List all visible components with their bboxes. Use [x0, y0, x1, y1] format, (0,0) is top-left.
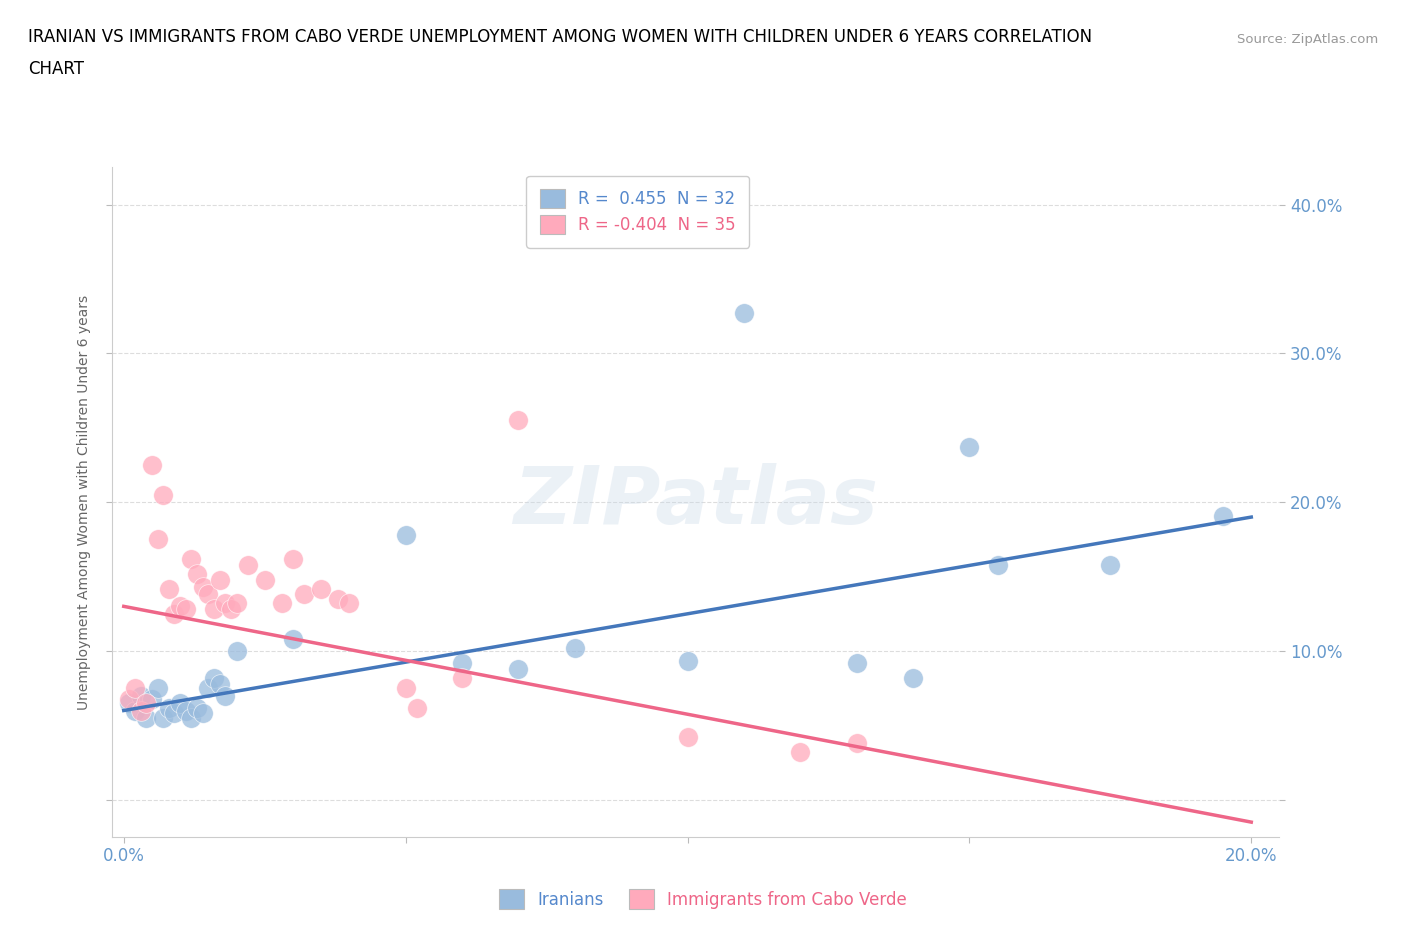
Point: [406, 700, 429, 715]
Point: [197, 587, 219, 602]
Point: [202, 602, 225, 617]
Point: [326, 591, 349, 606]
Point: [152, 487, 174, 502]
Text: ZIPatlas: ZIPatlas: [513, 463, 879, 541]
Point: [789, 745, 811, 760]
Point: [180, 711, 202, 725]
Point: [395, 527, 418, 542]
Point: [186, 566, 208, 581]
Point: [157, 700, 180, 715]
Point: [253, 572, 276, 587]
Point: [169, 696, 191, 711]
Point: [124, 703, 146, 718]
Point: [733, 306, 755, 321]
Point: [191, 706, 214, 721]
Point: [1212, 508, 1234, 523]
Point: [163, 606, 186, 621]
Point: [337, 596, 360, 611]
Point: [169, 599, 191, 614]
Point: [225, 644, 247, 658]
Point: [292, 587, 315, 602]
Point: [219, 602, 242, 617]
Point: [180, 551, 202, 566]
Point: [174, 602, 197, 617]
Point: [564, 641, 586, 656]
Point: [124, 681, 146, 696]
Point: [676, 654, 699, 669]
Point: [191, 579, 214, 594]
Point: [508, 661, 530, 676]
Point: [208, 572, 231, 587]
Point: [118, 691, 141, 706]
Point: [225, 596, 247, 611]
Point: [146, 681, 169, 696]
Point: [214, 688, 236, 703]
Point: [236, 557, 259, 572]
Point: [135, 711, 157, 725]
Point: [508, 413, 530, 428]
Point: [676, 730, 699, 745]
Text: CHART: CHART: [28, 60, 84, 78]
Point: [957, 440, 980, 455]
Point: [129, 688, 152, 703]
Point: [845, 736, 868, 751]
Point: [1099, 557, 1122, 572]
Point: [146, 532, 169, 547]
Point: [281, 551, 304, 566]
Point: [845, 656, 868, 671]
Point: [163, 706, 186, 721]
Point: [208, 676, 231, 691]
Point: [214, 596, 236, 611]
Point: [174, 703, 197, 718]
Point: [309, 581, 332, 596]
Point: [395, 681, 418, 696]
Point: [141, 458, 163, 472]
Point: [901, 671, 924, 685]
Point: [129, 703, 152, 718]
Point: [186, 700, 208, 715]
Point: [987, 557, 1010, 572]
Point: [270, 596, 292, 611]
Text: IRANIAN VS IMMIGRANTS FROM CABO VERDE UNEMPLOYMENT AMONG WOMEN WITH CHILDREN UND: IRANIAN VS IMMIGRANTS FROM CABO VERDE UN…: [28, 28, 1092, 46]
Point: [197, 681, 219, 696]
Point: [202, 671, 225, 685]
Point: [118, 696, 141, 711]
Point: [135, 696, 157, 711]
Text: Source: ZipAtlas.com: Source: ZipAtlas.com: [1237, 33, 1378, 46]
Legend: R =  0.455  N = 32, R = -0.404  N = 35: R = 0.455 N = 32, R = -0.404 N = 35: [526, 176, 749, 247]
Point: [451, 671, 474, 685]
Point: [451, 656, 474, 671]
Point: [281, 631, 304, 646]
Legend: Iranians, Immigrants from Cabo Verde: Iranians, Immigrants from Cabo Verde: [491, 881, 915, 917]
Point: [152, 711, 174, 725]
Point: [141, 691, 163, 706]
Y-axis label: Unemployment Among Women with Children Under 6 years: Unemployment Among Women with Children U…: [77, 295, 91, 710]
Point: [157, 581, 180, 596]
